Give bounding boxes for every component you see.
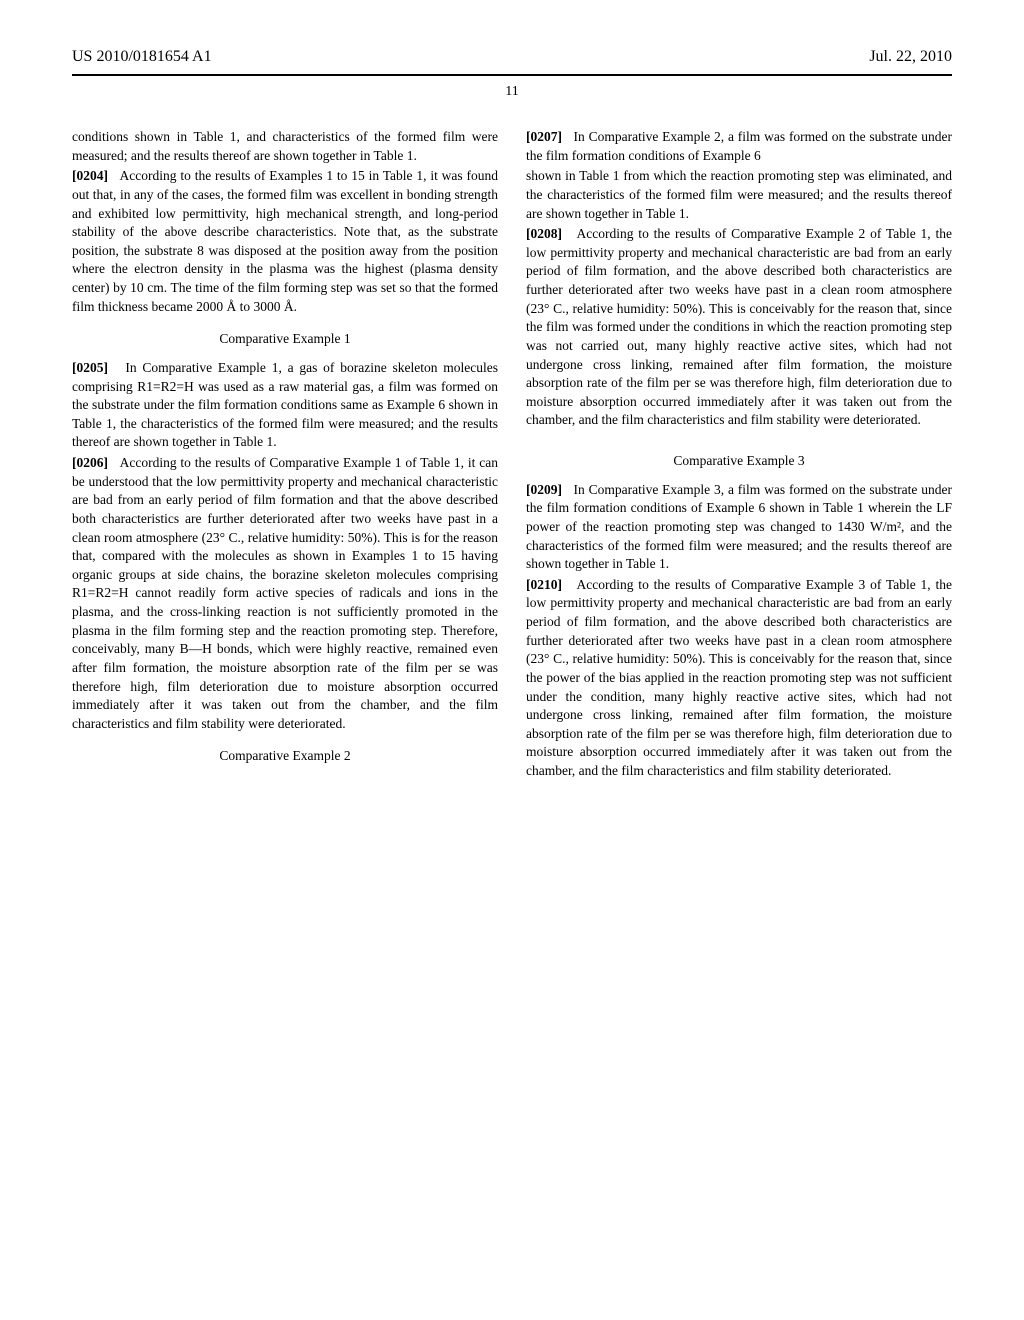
paragraph-text: According to the results of Comparative … [526,577,952,778]
paragraph-number: [0206] [72,455,108,470]
publication-date: Jul. 22, 2010 [869,48,952,66]
paragraph: shown in Table 1 from which the reaction… [526,167,952,223]
paragraph: [0207] In Comparative Example 2, a film … [526,128,952,165]
paragraph-text: According to the results of Comparative … [526,226,952,427]
paragraph-number: [0207] [526,129,562,144]
paragraph-number: [0209] [526,482,562,497]
header-rule [72,74,952,76]
paragraph-text: In Comparative Example 3, a film was for… [526,482,952,572]
publication-number: US 2010/0181654 A1 [72,48,212,66]
paragraph: [0210] According to the results of Compa… [526,576,952,781]
paragraph-number: [0208] [526,226,562,241]
page-number: 11 [72,84,952,100]
paragraph-number: [0210] [526,577,562,592]
paragraph-text: shown in Table 1 from which the reaction… [526,168,952,220]
paragraph: [0209] In Comparative Example 3, a film … [526,481,952,574]
paragraph: conditions shown in Table 1, and charact… [72,128,498,165]
paragraph-text: In Comparative Example 2, a film was for… [526,129,952,163]
paragraph: [0204] According to the results of Examp… [72,167,498,316]
page-header: US 2010/0181654 A1 Jul. 22, 2010 [72,48,952,66]
paragraph: [0206] According to the results of Compa… [72,454,498,733]
body-columns: conditions shown in Table 1, and charact… [72,128,952,781]
paragraph-text: In Comparative Example 1, a gas of boraz… [72,360,498,450]
paragraph-number: [0205] [72,360,108,375]
subheading: Comparative Example 2 [72,747,498,766]
paragraph-text: According to the results of Comparative … [72,455,498,731]
paragraph: [0205] In Comparative Example 1, a gas o… [72,359,498,452]
paragraph: [0208] According to the results of Compa… [526,225,952,430]
paragraph-text: conditions shown in Table 1, and charact… [72,129,498,163]
paragraph-number: [0204] [72,168,108,183]
subheading: Comparative Example 1 [72,330,498,349]
paragraph-text: According to the results of Examples 1 t… [72,168,498,313]
subheading: Comparative Example 3 [526,452,952,471]
